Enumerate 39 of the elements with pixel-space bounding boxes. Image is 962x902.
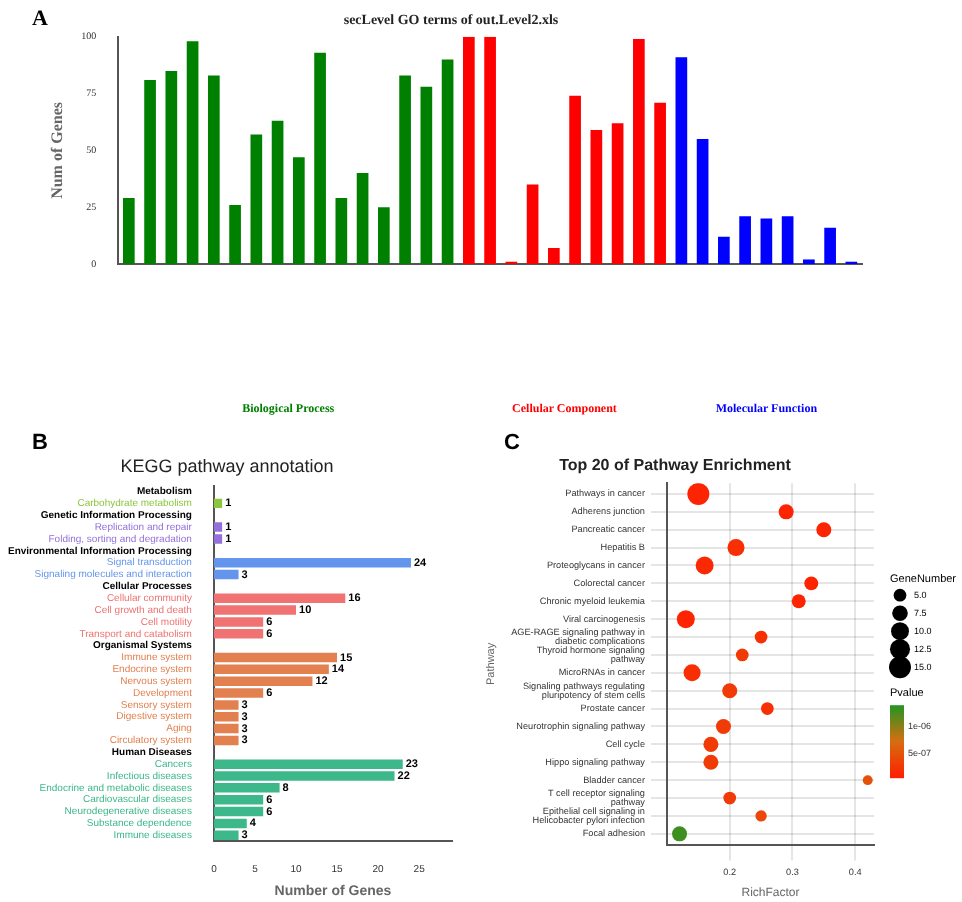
- bar: [122, 198, 135, 264]
- bar: [633, 39, 645, 264]
- bar: [569, 95, 581, 264]
- bar: [463, 36, 475, 264]
- bar: [250, 134, 263, 264]
- bar: [654, 102, 666, 264]
- bar: [378, 207, 390, 264]
- chart-title: KEGG pathway annotation: [120, 455, 334, 476]
- bar: [271, 120, 284, 264]
- bar: [399, 75, 411, 264]
- chart-title: Top 20 of Pathway Enrichment: [559, 456, 792, 475]
- text: C: [504, 431, 520, 456]
- y-axis-title: Num of Genes: [47, 101, 66, 199]
- bar: [335, 198, 348, 264]
- bar: [611, 123, 624, 264]
- bar: [590, 129, 603, 264]
- bar: [696, 139, 709, 264]
- bar: [739, 216, 751, 264]
- bar: [824, 227, 836, 264]
- bar: [213, 498, 223, 509]
- bar: [292, 157, 305, 264]
- bar: [760, 218, 773, 264]
- bar: [548, 248, 560, 264]
- text: B: [32, 431, 48, 456]
- bar: [144, 79, 156, 264]
- bar: [186, 41, 199, 264]
- bar: [484, 36, 496, 264]
- bar: [165, 70, 178, 264]
- bar: [718, 236, 730, 264]
- bar: [356, 173, 369, 264]
- bar: [441, 59, 454, 264]
- bar: [229, 204, 241, 264]
- bar: [207, 75, 220, 264]
- bar: [781, 216, 794, 264]
- bar: [314, 52, 326, 264]
- bar: [526, 184, 539, 264]
- text: A: [32, 6, 48, 31]
- bar: [420, 86, 433, 264]
- bar: [675, 57, 688, 264]
